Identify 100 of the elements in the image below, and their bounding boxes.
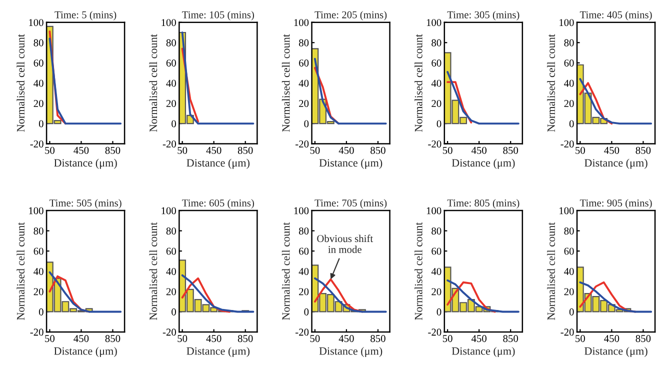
y-axis-title: Normalised cell count (547, 34, 555, 132)
chart-title: Time: 605 (mins) (182, 199, 254, 209)
x-axis-title: Distance (μm) (186, 346, 250, 358)
x-tick-label: 50 (178, 335, 188, 342)
y-tick-label: 0 (436, 308, 442, 316)
chart-title: Time: 705 (mins) (314, 199, 387, 209)
y-tick-label: 20 (34, 288, 44, 296)
y-tick-label: 100 (426, 19, 442, 26)
y-tick-label: 100 (29, 207, 44, 214)
chart-title: Time: 805 (mins) (447, 199, 520, 209)
y-tick-label: 20 (166, 100, 176, 108)
y-tick-label: 60 (564, 60, 574, 67)
y-tick-label: 20 (564, 288, 574, 296)
x-axis-title: Distance (μm) (54, 346, 117, 358)
y-tick-label: 80 (298, 39, 309, 46)
x-axis-title: Distance (μm) (452, 346, 515, 358)
x-tick-label: 450 (604, 335, 620, 342)
x-tick-label: 50 (310, 335, 320, 342)
y-tick-label: 60 (432, 60, 442, 67)
x-axis-title: Distance (μm) (452, 158, 515, 169)
y-tick-label: 60 (432, 248, 442, 255)
y-tick-label: -20 (30, 140, 44, 148)
x-tick-label: 50 (45, 335, 55, 342)
chart-title: Time: 5 (mins) (54, 10, 116, 20)
x-tick-label: 850 (238, 146, 253, 154)
y-tick-label: 0 (304, 308, 309, 316)
y-tick-label: 80 (34, 227, 44, 235)
y-tick-label: 20 (432, 288, 442, 296)
chart-title: Time: 405 (mins) (580, 10, 652, 20)
x-tick-label: 450 (338, 146, 354, 154)
x-axis-title: Distance (μm) (186, 158, 250, 169)
y-tick-label: 80 (564, 39, 574, 46)
y-tick-label: 40 (564, 268, 574, 275)
y-tick-label: 20 (564, 100, 574, 108)
y-tick-label: -20 (560, 328, 574, 336)
y-tick-label: 80 (432, 227, 442, 235)
y-tick-label: 60 (564, 248, 574, 255)
y-tick-label: -20 (428, 140, 442, 148)
y-tick-label: 40 (431, 80, 442, 87)
x-tick-label: 450 (338, 335, 354, 342)
y-tick-label: 60 (34, 60, 44, 67)
y-tick-label: 40 (564, 80, 574, 87)
y-tick-label: 0 (569, 308, 574, 316)
x-tick-label: 450 (74, 335, 89, 342)
x-axis-title: Distance (μm) (319, 158, 382, 169)
x-tick-label: 850 (370, 335, 386, 342)
y-tick-label: 0 (38, 308, 44, 316)
annotation: Obvious shift in mode (317, 234, 374, 254)
x-tick-label: 50 (442, 146, 452, 154)
y-tick-label: 100 (294, 207, 309, 214)
x-tick-label: 850 (238, 335, 253, 342)
y-tick-label: 0 (569, 120, 574, 128)
x-axis-title: Distance (μm) (584, 158, 648, 169)
y-tick-label: 60 (166, 60, 176, 67)
y-axis-title: Normalised cell count (282, 34, 290, 132)
y-tick-label: 20 (299, 100, 309, 108)
x-tick-label: 50 (442, 335, 452, 342)
y-axis-title: Normalised cell count (547, 222, 555, 320)
x-tick-label: 50 (45, 146, 55, 154)
x-tick-label: 450 (206, 335, 222, 342)
y-tick-label: 40 (34, 80, 44, 87)
y-tick-label: 100 (162, 19, 176, 26)
y-tick-label: 100 (560, 207, 574, 214)
x-tick-label: 50 (576, 146, 585, 154)
y-tick-label: 40 (298, 268, 309, 275)
chart-title: Time: 205 (mins) (314, 10, 387, 20)
y-tick-label: 40 (298, 80, 309, 87)
x-tick-label: 850 (636, 146, 651, 154)
y-tick-label: 20 (166, 288, 176, 296)
x-tick-label: 850 (370, 146, 386, 154)
y-tick-label: 40 (431, 268, 442, 275)
y-tick-label: -20 (560, 140, 574, 148)
x-tick-label: 50 (310, 146, 320, 154)
y-tick-label: 20 (432, 100, 442, 108)
y-tick-label: 0 (304, 120, 309, 128)
x-tick-label: 450 (471, 146, 486, 154)
y-tick-label: 0 (172, 308, 176, 316)
y-tick-label: 60 (166, 248, 176, 255)
y-axis-title: Normalised cell count (149, 222, 158, 320)
y-tick-label: 100 (560, 19, 574, 26)
y-tick-label: 100 (426, 207, 442, 214)
y-tick-label: 80 (564, 227, 574, 235)
y-axis-title: Normalised cell count (414, 34, 422, 132)
y-axis-title: Normalised cell count (16, 34, 24, 132)
y-tick-label: 80 (298, 227, 309, 235)
y-axis-title: Normalised cell count (282, 222, 290, 320)
y-tick-label: -20 (428, 328, 442, 336)
x-tick-label: 450 (206, 146, 222, 154)
y-axis-title: Normalised cell count (414, 222, 422, 320)
y-tick-label: 0 (172, 120, 176, 128)
chart-title: Time: 105 (mins) (182, 10, 254, 20)
y-tick-label: 0 (436, 120, 442, 128)
x-axis-title: Distance (μm) (54, 158, 117, 169)
y-tick-label: 0 (38, 120, 44, 128)
x-tick-label: 450 (74, 146, 89, 154)
y-tick-label: 60 (34, 248, 44, 255)
x-tick-label: 50 (178, 146, 188, 154)
y-tick-label: 40 (166, 268, 176, 275)
y-axis-title: Normalised cell count (16, 222, 24, 320)
x-tick-label: 850 (636, 335, 651, 342)
